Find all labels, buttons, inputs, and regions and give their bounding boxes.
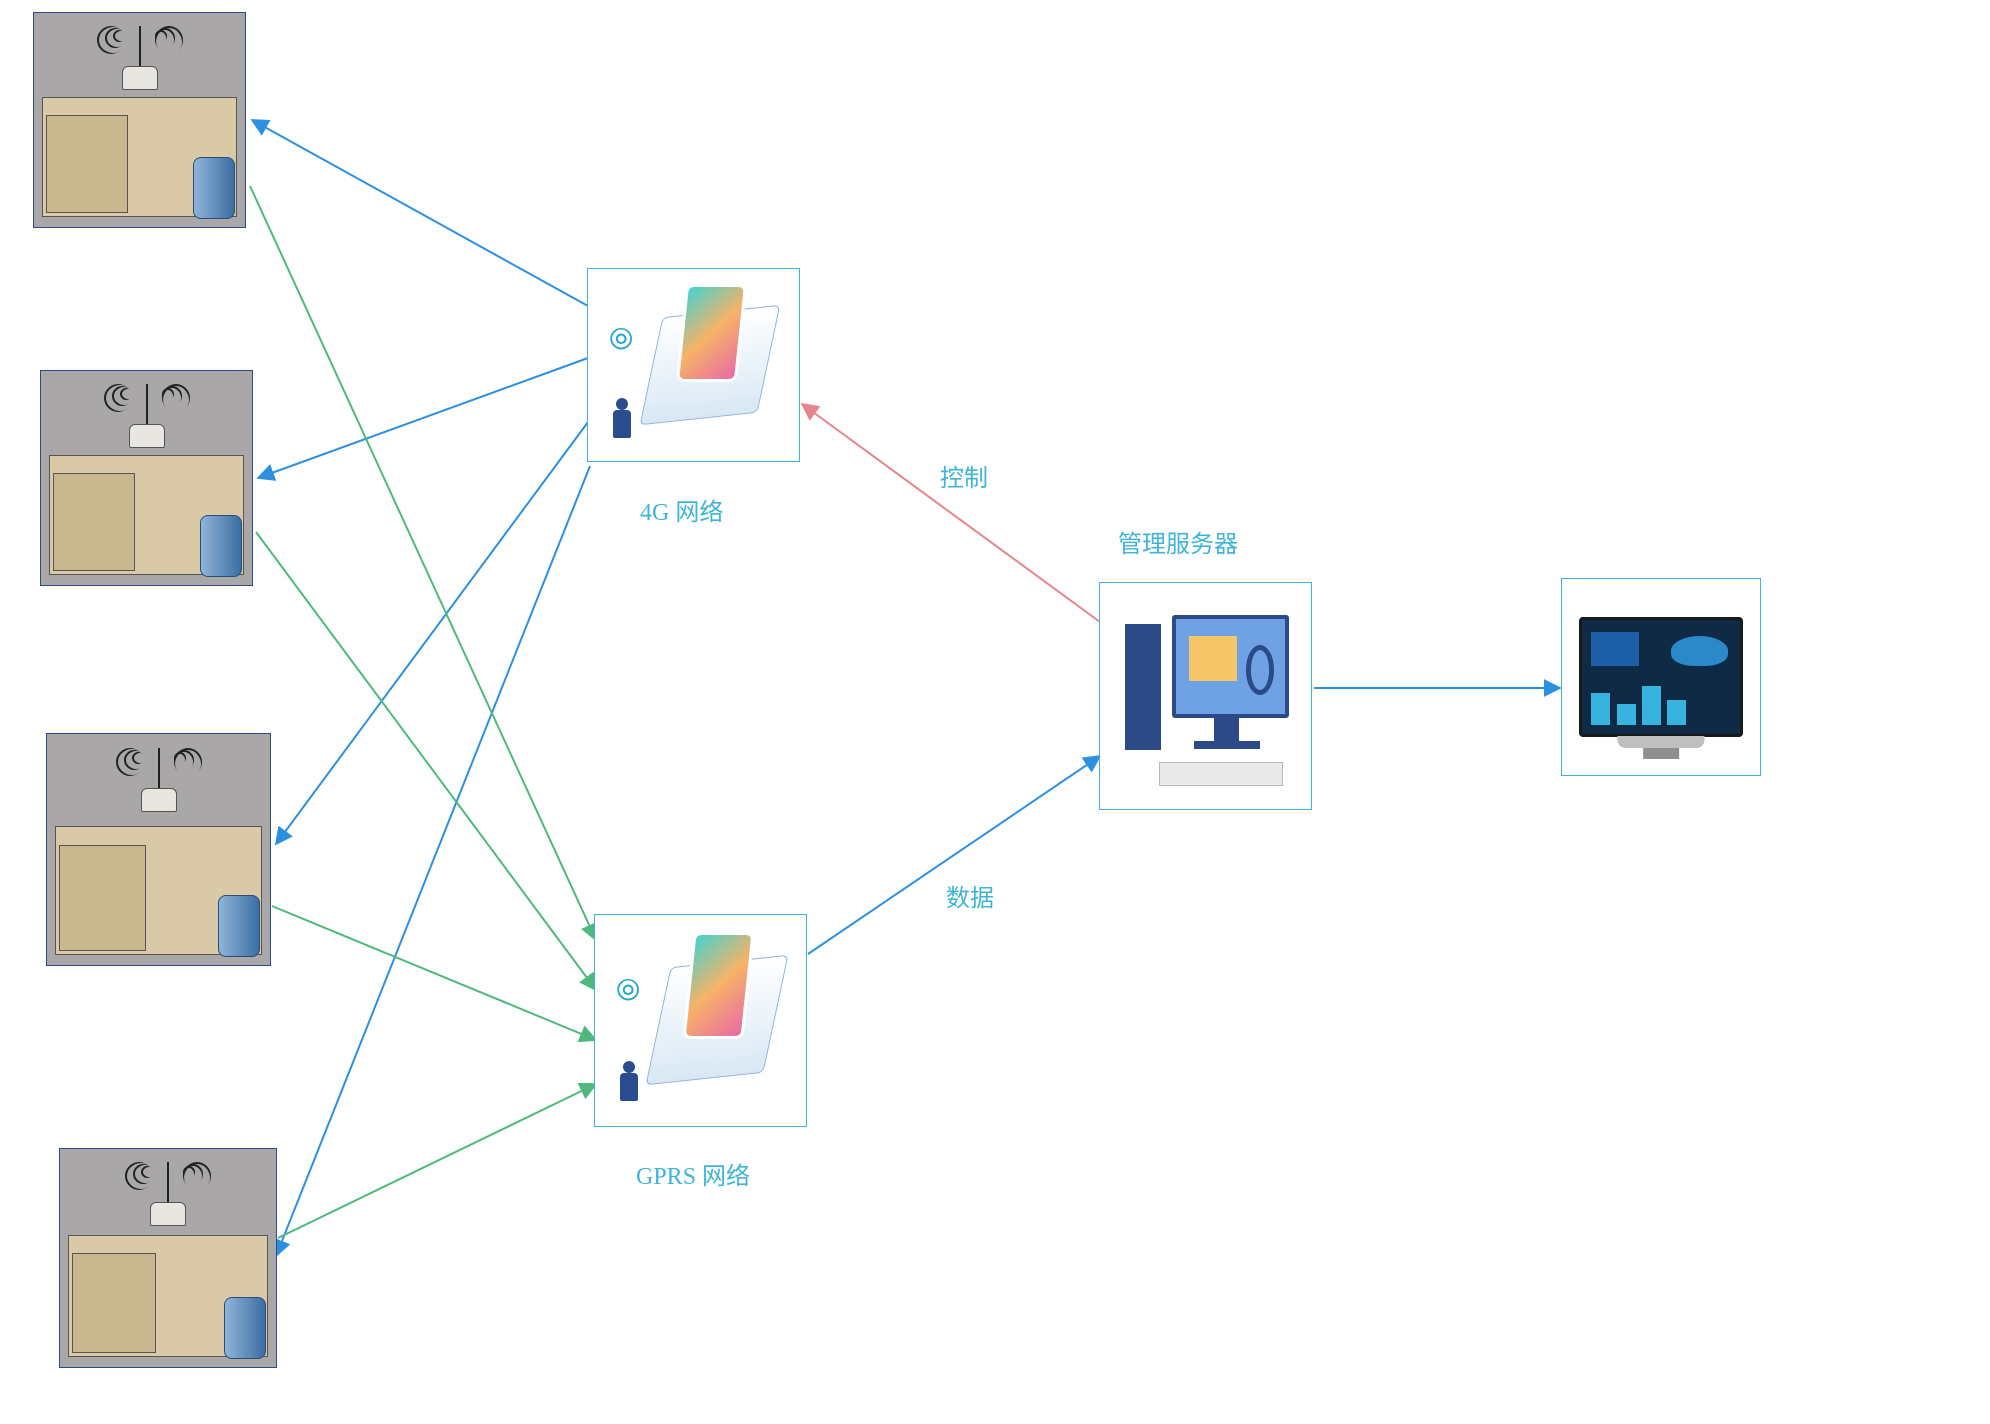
net4g-to-bs1 [252,120,588,306]
base-station-icon [34,13,245,227]
label-gprs-network: GPRS 网络 [636,1156,750,1191]
base-station-icon [41,371,252,585]
node-4g-network: ⦾ [587,268,800,462]
wifi-icon: ⦾ [609,323,633,357]
wifi-icon: ⦾ [616,974,640,1008]
node-bs2 [40,370,253,586]
bs3-to-gprs [272,906,596,1040]
net4g-to-bs3 [276,422,588,844]
node-dashboard-monitor [1561,578,1761,776]
net4g-to-bs2 [258,358,588,478]
bs1-to-gprs [250,186,596,940]
node-gprs-network: ⦾ [594,914,807,1127]
bs2-to-gprs [256,532,596,990]
base-station-icon [47,734,270,965]
dashboard-monitor-icon [1562,579,1760,775]
node-bs1 [33,12,246,228]
net4g-to-bs4 [276,466,590,1256]
base-station-icon [60,1149,276,1367]
edge-label-data: 数据 [946,878,994,913]
label-4g-network: 4G 网络 [640,492,723,527]
server-to-net4g-control [802,404,1100,622]
gprs-to-server-data [808,756,1100,954]
edge-label-control: 控制 [940,458,988,493]
server-icon [1100,583,1311,809]
bs4-to-gprs [278,1084,596,1238]
label-management-server: 管理服务器 [1118,524,1238,559]
node-bs4 [59,1148,277,1368]
network-device-icon: ⦾ [595,915,806,1126]
node-management-server [1099,582,1312,810]
network-device-icon: ⦾ [588,269,799,461]
node-bs3 [46,733,271,966]
